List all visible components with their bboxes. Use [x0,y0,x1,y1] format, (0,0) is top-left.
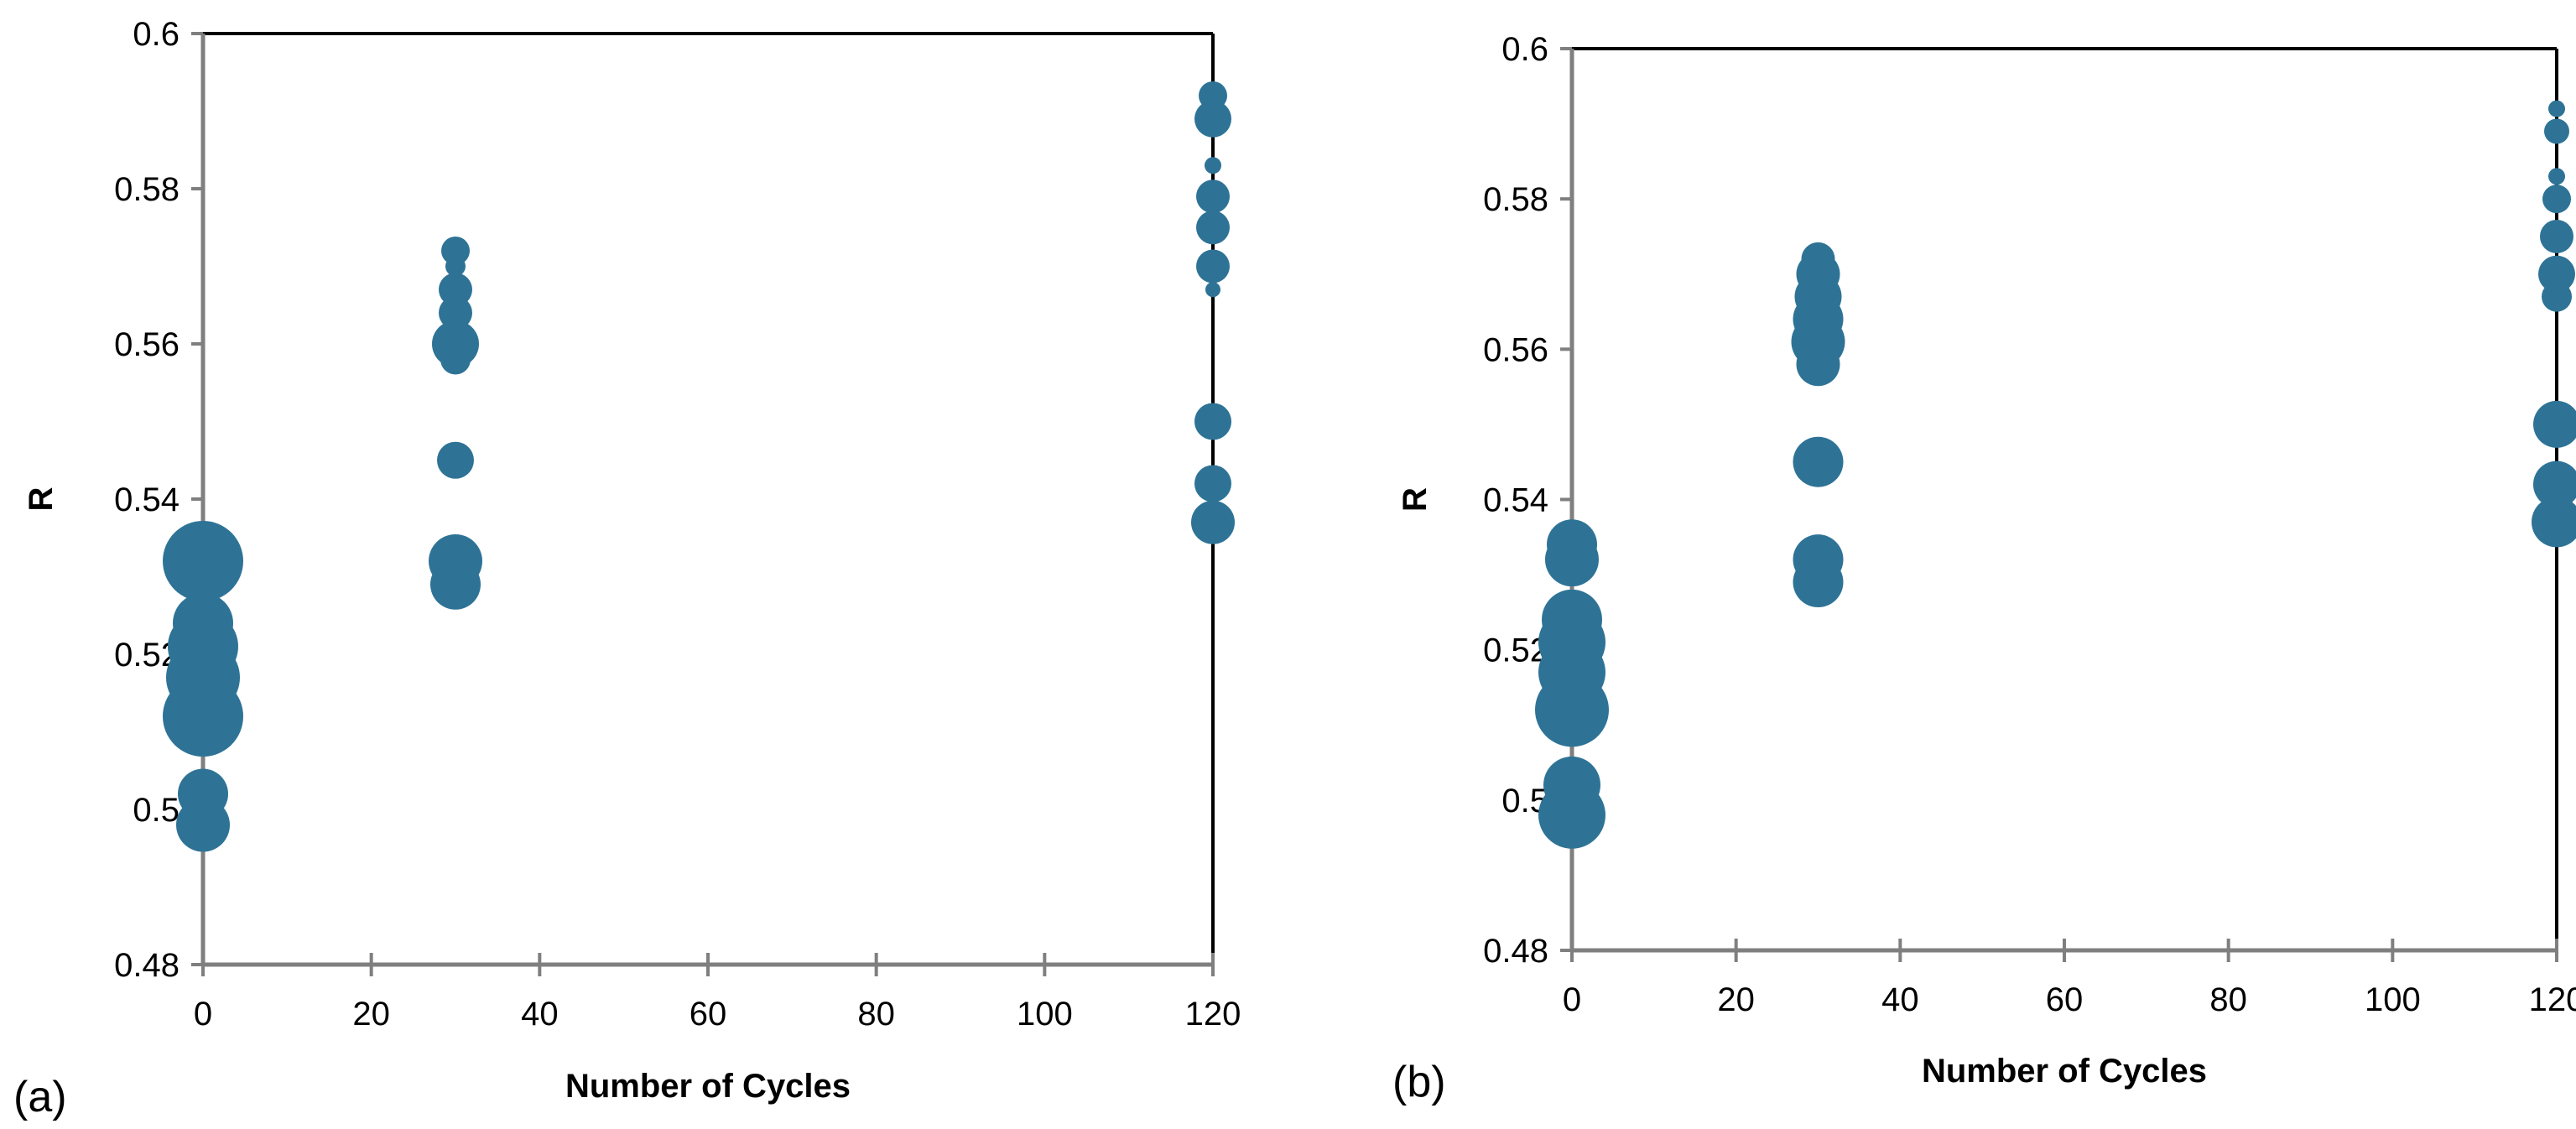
bubble-series [1535,100,2576,849]
bubble-point [439,273,472,307]
bubble-point [1196,249,1230,284]
y-tick-label: 0.56 [114,326,180,363]
y-axis-title: R [23,486,60,511]
y-tick-label: 0.54 [114,481,180,518]
y-tick-label: 0.52 [1483,632,1548,669]
x-tick-label: 40 [1881,981,1919,1018]
bubble-point [1205,157,1221,174]
bubble-point [1196,211,1230,245]
bubble-point [440,344,471,375]
bubble-point [2542,281,2572,312]
x-tick-labels-a: 0 20 40 60 80 100 120 [194,996,1241,1033]
x-tick-label: 20 [1717,981,1755,1018]
bubble-point [1538,781,1605,849]
bubble-point [163,676,243,757]
x-tick-label: 20 [352,996,390,1033]
bubble-point [441,237,470,265]
y-tick-labels-b: 0.48 0.5 0.52 0.54 0.56 0.58 0.6 [1483,31,1548,970]
panel-label: (b) [1392,1058,1446,1106]
bubble-point [2533,400,2576,448]
y-tick-label: 0.58 [114,171,180,208]
bubble-point [1196,179,1230,214]
bubble-point [1535,673,1609,747]
bubble-point [2532,497,2576,548]
y-tick-label: 0.58 [1483,181,1548,218]
bubble-point [2538,255,2575,293]
bubble-series [163,81,1235,852]
x-tick-label: 100 [2365,981,2421,1018]
x-tick-label: 60 [690,996,727,1033]
y-tick-label: 0.5 [133,792,180,829]
x-tick-labels-b: 0 20 40 60 80 100 120 [1563,981,2576,1018]
chart-panel-a: 0.48 0.5 0.52 0.54 0.56 0.58 0.6 0 20 40… [13,16,1241,1121]
x-tick-label: 120 [2529,981,2576,1018]
bubble-point [2540,219,2573,253]
x-tick-label: 0 [1563,981,1581,1018]
x-tick-label: 100 [1017,996,1073,1033]
bubble-point [163,521,243,601]
chart-panel-b: 0.48 0.5 0.52 0.54 0.56 0.58 0.6 0 20 40… [1392,31,2576,1106]
panel-label: (a) [13,1073,67,1121]
bubble-point [2544,118,2569,144]
x-axis-title: Number of Cycles [565,1068,851,1105]
x-tick-label: 0 [194,996,212,1033]
x-tick-label: 80 [857,996,895,1033]
bubble-point [437,441,474,479]
bubble-point [2548,100,2565,117]
y-tick-label: 0.48 [1483,933,1548,970]
bubble-point [1194,465,1231,502]
bubble-point [1793,557,1844,608]
bubble-point [430,559,481,610]
bubble-point [2542,185,2571,214]
bubble-point [2533,460,2576,508]
y-tick-label: 0.54 [1483,482,1548,519]
bubble-point [1793,436,1844,487]
y-tick-label: 0.56 [1483,331,1548,368]
bubble-point [1194,100,1231,138]
x-tick-label: 80 [2209,981,2247,1018]
bubble-point [445,256,466,277]
bubble-point [1545,533,1599,587]
bubble-point [1194,403,1231,440]
x-tick-label: 40 [521,996,559,1033]
bubble-point [1796,342,1840,387]
bubble-point [2548,168,2565,185]
bubble-point [439,296,472,330]
bubble-point [176,798,230,852]
bubble-point [1205,282,1220,298]
x-tick-label: 60 [2046,981,2084,1018]
y-axis-title: R [1397,487,1434,512]
x-tick-label: 120 [1185,996,1241,1033]
y-tick-label: 0.6 [1501,31,1548,68]
y-tick-label: 0.6 [133,16,180,53]
y-tick-label: 0.48 [114,947,180,984]
x-axis-title: Number of Cycles [1922,1053,2207,1090]
bubble-point [1191,500,1235,544]
